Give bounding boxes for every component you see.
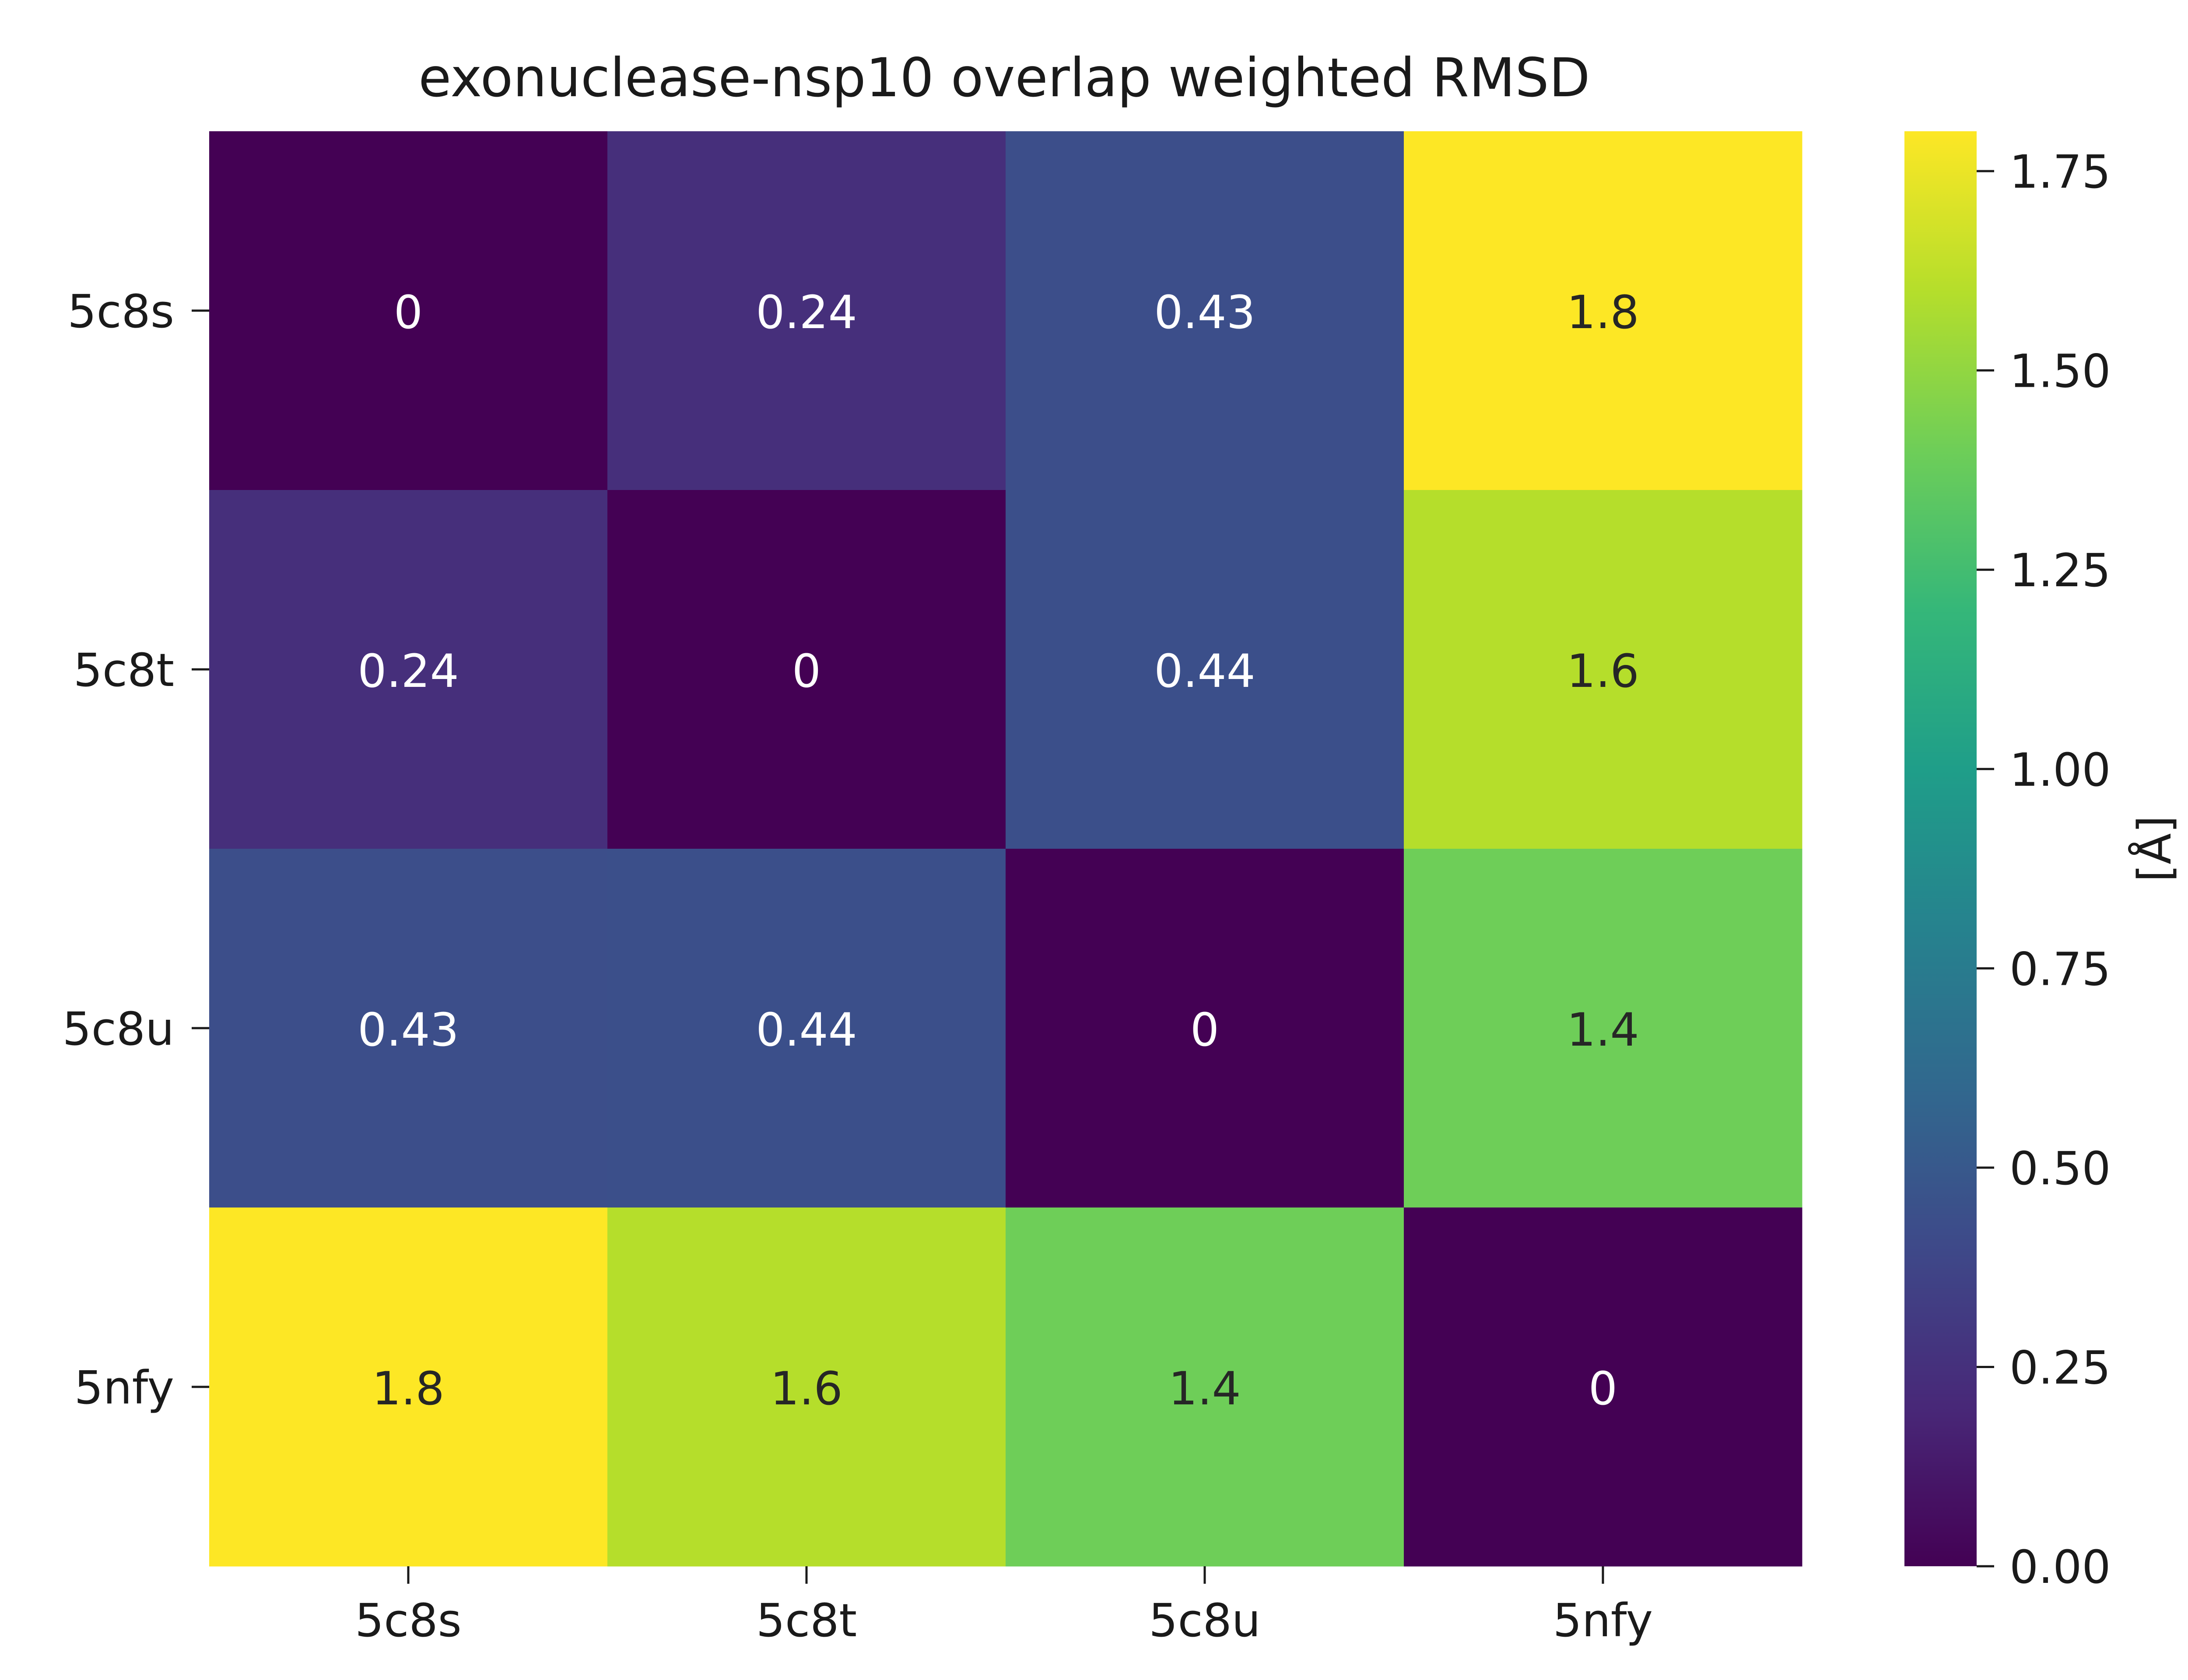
heatmap-cell [1006, 131, 1404, 490]
heatmap-cell [607, 849, 1006, 1208]
cell-value-label: 0.24 [756, 286, 857, 339]
colorbar-tick-label: 0.00 [2009, 1540, 2111, 1594]
cell-value-label: 1.8 [1567, 286, 1639, 339]
heatmap-cell [1404, 490, 1802, 849]
heatmap-cell-labels: 0 0.24 0.43 1.8 0.24 0 0.44 1.6 0.43 0.44 0 1.4 1.8 1… [358, 286, 1639, 1415]
chart-title: exonuclease-nsp10 overlap weighted RMSD [418, 47, 1590, 109]
heatmap-cell [1404, 131, 1802, 490]
colorbar-tick-label: 1.00 [2009, 743, 2111, 797]
cell-value-label: 1.6 [1567, 644, 1639, 698]
heatmap-cell [607, 1208, 1006, 1567]
cell-value-label: 0 [394, 286, 423, 339]
cell-value-label: 0 [1190, 1003, 1219, 1057]
cell-value-label: 0 [792, 644, 821, 698]
x-tick-label: 5c8t [756, 1594, 857, 1647]
cell-value-label: 0 [1588, 1362, 1617, 1415]
heatmap-cell [1404, 1208, 1802, 1567]
heatmap-cell [1404, 849, 1802, 1208]
y-tick-label: 5c8u [63, 1002, 174, 1056]
colorbar-tick-label: 1.50 [2009, 345, 2111, 398]
y-tick-label: 5c8t [74, 644, 174, 697]
heatmap-cell [607, 490, 1006, 849]
heatmap-cell [209, 131, 608, 490]
cell-value-label: 1.8 [372, 1362, 444, 1415]
cell-value-label: 1.4 [1567, 1003, 1639, 1057]
colorbar-tick-label: 1.75 [2009, 145, 2111, 199]
heatmap-cell [1006, 1208, 1404, 1567]
y-tick-label: 5c8s [67, 285, 174, 338]
x-tick-label: 5nfy [1553, 1594, 1653, 1647]
cell-value-label: 0.43 [1154, 286, 1255, 339]
colorbar-tick-label: 1.25 [2009, 544, 2111, 597]
heatmap-cell [607, 131, 1006, 490]
cell-value-label: 0.43 [358, 1003, 459, 1057]
colorbar-tick-label: 0.75 [2009, 942, 2111, 996]
heatmap-cell [1006, 490, 1404, 849]
cell-value-label: 1.4 [1168, 1362, 1241, 1415]
heatmap-cell [1006, 849, 1404, 1208]
cell-value-label: 1.6 [770, 1362, 842, 1415]
heatmap-cell [209, 849, 608, 1208]
colorbar-label: [Å] [2128, 816, 2181, 882]
cell-value-label: 0.44 [1154, 644, 1255, 698]
colorbar: 0.00 0.25 0.50 0.75 1.00 1.25 1.50 1.75 [Å] [1904, 131, 2181, 1594]
heatmap-cells [209, 131, 1802, 1567]
heatmap-cell [209, 490, 608, 849]
cell-value-label: 0.24 [358, 644, 459, 698]
colorbar-tick-label: 0.50 [2009, 1142, 2111, 1195]
x-tick-label: 5c8u [1149, 1594, 1260, 1647]
x-axis: 5c8s 5c8t 5c8u 5nfy [355, 1566, 1653, 1647]
heatmap-cell [209, 1208, 608, 1567]
cell-value-label: 0.44 [756, 1003, 857, 1057]
x-tick-label: 5c8s [355, 1594, 462, 1647]
y-tick-label: 5nfy [74, 1361, 174, 1414]
colorbar-tick-label: 0.25 [2009, 1341, 2111, 1394]
y-axis: 5c8s 5c8t 5c8u 5nfy [63, 285, 209, 1414]
colorbar-gradient [1904, 131, 1977, 1566]
